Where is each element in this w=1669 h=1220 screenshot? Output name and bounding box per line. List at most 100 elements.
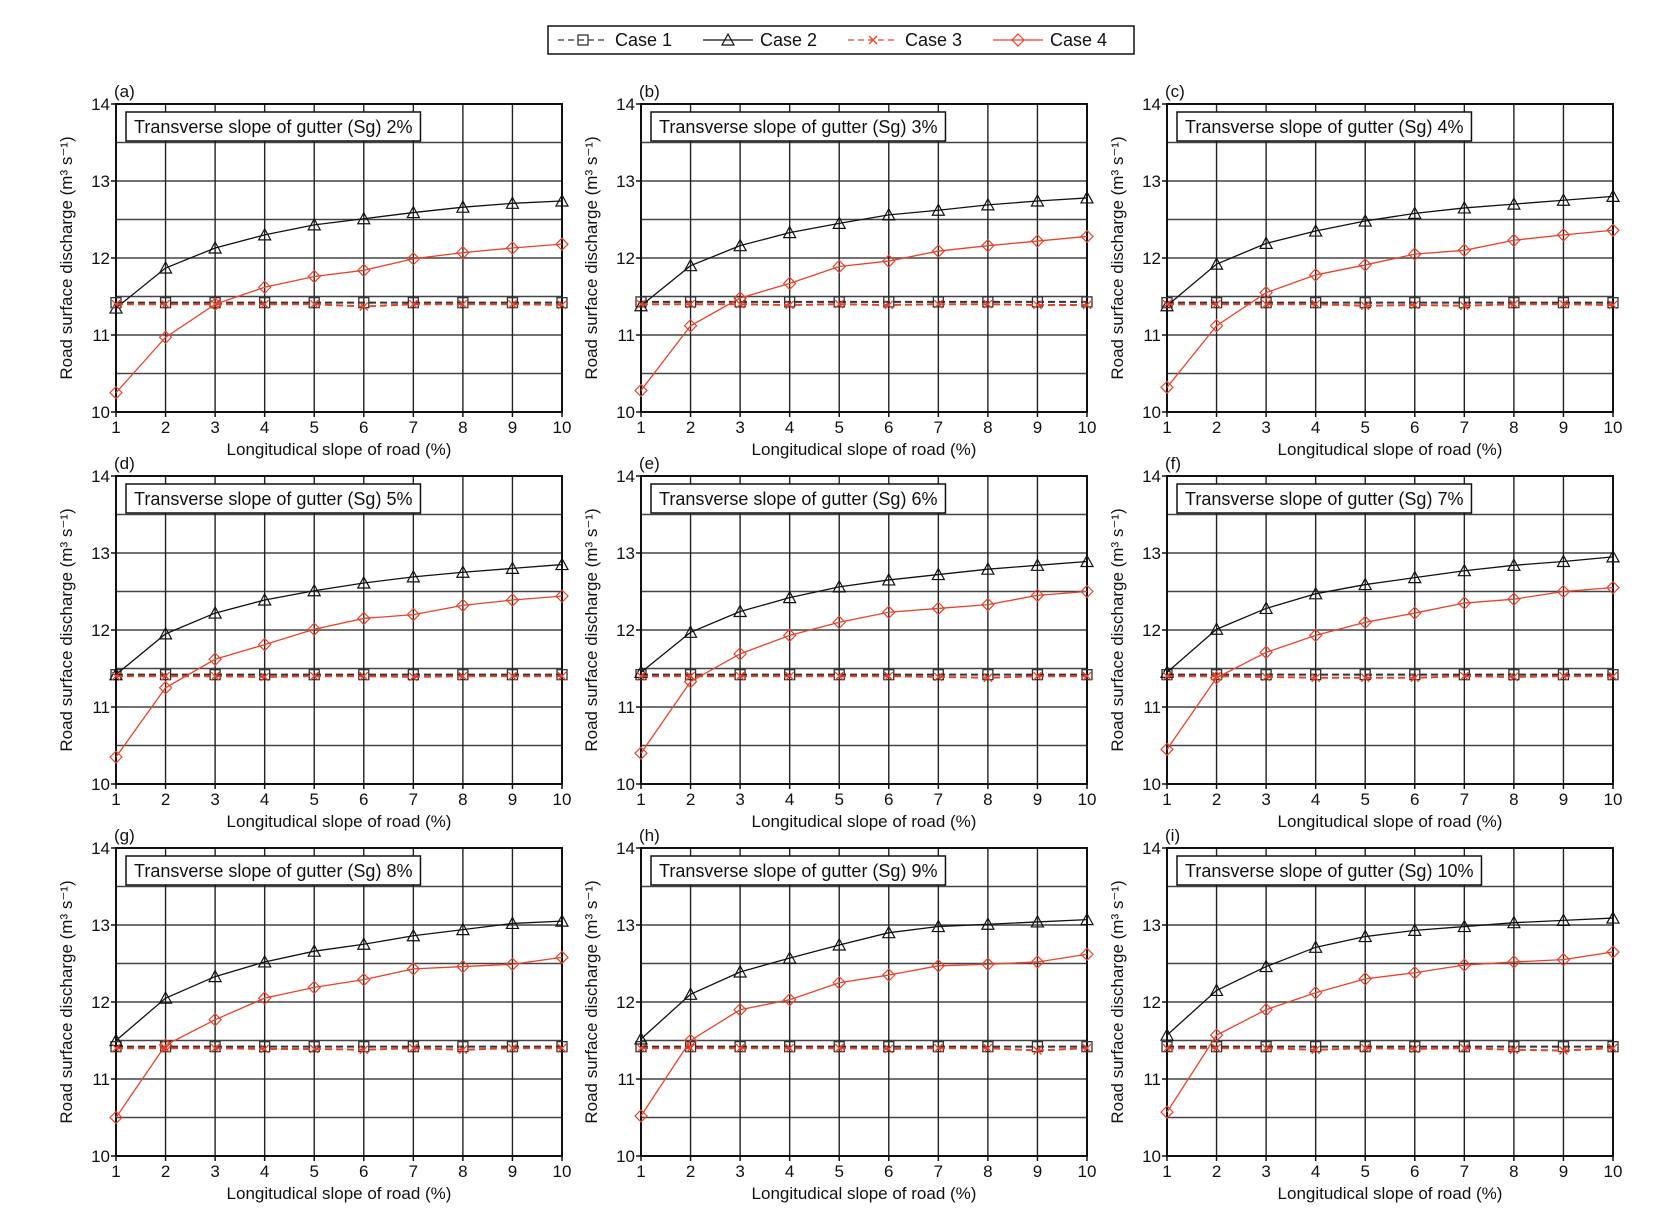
x-tick-label: 1 xyxy=(1162,418,1171,437)
x-tick-label: 1 xyxy=(111,418,120,437)
data-point xyxy=(455,922,470,936)
x-tick-label: 7 xyxy=(409,790,418,809)
data-point xyxy=(1556,584,1571,599)
x-tick-label: 10 xyxy=(553,1162,572,1181)
data-point xyxy=(1259,645,1273,660)
panel-title: Transverse slope of gutter (Sg) 7% xyxy=(1185,489,1463,509)
data-point xyxy=(109,750,123,764)
series-line xyxy=(115,956,563,1118)
x-tick-label: 7 xyxy=(1460,790,1469,809)
x-tick-label: 6 xyxy=(359,790,368,809)
data-point xyxy=(832,937,847,951)
data-point xyxy=(1458,1041,1470,1053)
series-line xyxy=(115,920,563,1041)
data-point xyxy=(111,299,121,309)
panel-title-box: Transverse slope of gutter (Sg) 7% xyxy=(1176,483,1473,514)
data-point xyxy=(1607,297,1619,309)
y-tick-label: 10 xyxy=(616,775,635,794)
data-point xyxy=(1159,665,1175,678)
panel-title-box: Transverse slope of gutter (Sg) 5% xyxy=(125,483,422,514)
data-point xyxy=(933,299,943,309)
x-tick-label: 5 xyxy=(1360,790,1369,809)
x-tick-label: 10 xyxy=(1078,790,1097,809)
x-tick-label: 4 xyxy=(1311,1162,1320,1181)
data-point xyxy=(356,575,371,589)
data-point xyxy=(406,928,421,942)
x-tick-label: 6 xyxy=(1410,1162,1419,1181)
y-tick-label: 13 xyxy=(91,172,110,191)
data-point xyxy=(307,622,322,637)
series-line xyxy=(115,595,563,758)
data-point xyxy=(1212,299,1222,309)
x-tick-label: 7 xyxy=(409,418,418,437)
series-case-2 xyxy=(1159,549,1621,678)
data-point xyxy=(1161,297,1173,309)
panel-title: Transverse slope of gutter (Sg) 2% xyxy=(134,117,412,137)
data-point xyxy=(1407,965,1422,980)
data-point xyxy=(356,611,371,626)
data-point xyxy=(359,302,369,311)
data-point xyxy=(358,669,370,681)
data-point xyxy=(1260,669,1272,681)
series-line xyxy=(640,197,1088,307)
data-point xyxy=(208,297,222,312)
data-point xyxy=(359,671,369,681)
data-point xyxy=(505,561,520,575)
data-point xyxy=(1457,200,1472,214)
data-point xyxy=(1606,945,1620,959)
data-point xyxy=(1556,913,1571,926)
x-tick-label: 3 xyxy=(735,1162,744,1181)
y-axis-label: Road surface discharge (m³ s⁻¹) xyxy=(57,136,76,379)
x-tick-label: 3 xyxy=(1261,790,1270,809)
x-tick-label: 7 xyxy=(1460,418,1469,437)
panel-title-frame xyxy=(650,111,947,142)
series-line xyxy=(1166,195,1614,307)
data-point xyxy=(832,615,847,630)
x-tick-label: 3 xyxy=(1261,418,1270,437)
x-tick-label: 7 xyxy=(934,1162,943,1181)
data-point xyxy=(554,557,570,571)
data-point xyxy=(982,296,994,308)
x-tick-label: 8 xyxy=(983,1162,992,1181)
data-point xyxy=(634,383,648,398)
data-point xyxy=(881,968,896,982)
x-tick-label: 4 xyxy=(785,1162,794,1181)
y-tick-label: 14 xyxy=(91,467,110,486)
data-point xyxy=(456,959,470,974)
y-tick-label: 14 xyxy=(1142,95,1161,114)
series-case-3 xyxy=(1162,1043,1618,1055)
data-point xyxy=(1360,301,1370,311)
data-point xyxy=(1409,669,1421,681)
data-point xyxy=(109,1110,123,1125)
data-point xyxy=(259,669,271,681)
x-tick-label: 6 xyxy=(359,1162,368,1181)
data-point xyxy=(1080,947,1094,962)
data-point xyxy=(161,671,171,681)
data-point xyxy=(109,385,123,400)
y-tick-label: 12 xyxy=(616,993,635,1012)
data-point xyxy=(209,669,221,681)
data-point xyxy=(1558,671,1568,681)
x-tick-label: 6 xyxy=(884,1162,893,1181)
series-case-4 xyxy=(634,229,1094,398)
data-point xyxy=(1607,669,1619,681)
legend-label: Case 4 xyxy=(1050,30,1107,50)
y-tick-label: 13 xyxy=(616,544,635,563)
series-line xyxy=(116,675,562,678)
series-case-2 xyxy=(1159,189,1621,312)
data-point xyxy=(1358,577,1373,591)
data-point xyxy=(505,593,520,607)
panel-letter: (b) xyxy=(639,82,660,101)
data-point xyxy=(406,569,421,583)
y-tick-label: 12 xyxy=(1142,993,1161,1012)
y-axis-label: Road surface discharge (m³ s⁻¹) xyxy=(1108,508,1127,751)
data-point xyxy=(982,669,994,681)
data-point xyxy=(1507,233,1521,248)
data-point xyxy=(683,258,698,272)
x-tick-label: 7 xyxy=(1460,1162,1469,1181)
data-point xyxy=(209,1041,221,1053)
data-point xyxy=(1308,223,1323,237)
data-point xyxy=(407,669,419,681)
